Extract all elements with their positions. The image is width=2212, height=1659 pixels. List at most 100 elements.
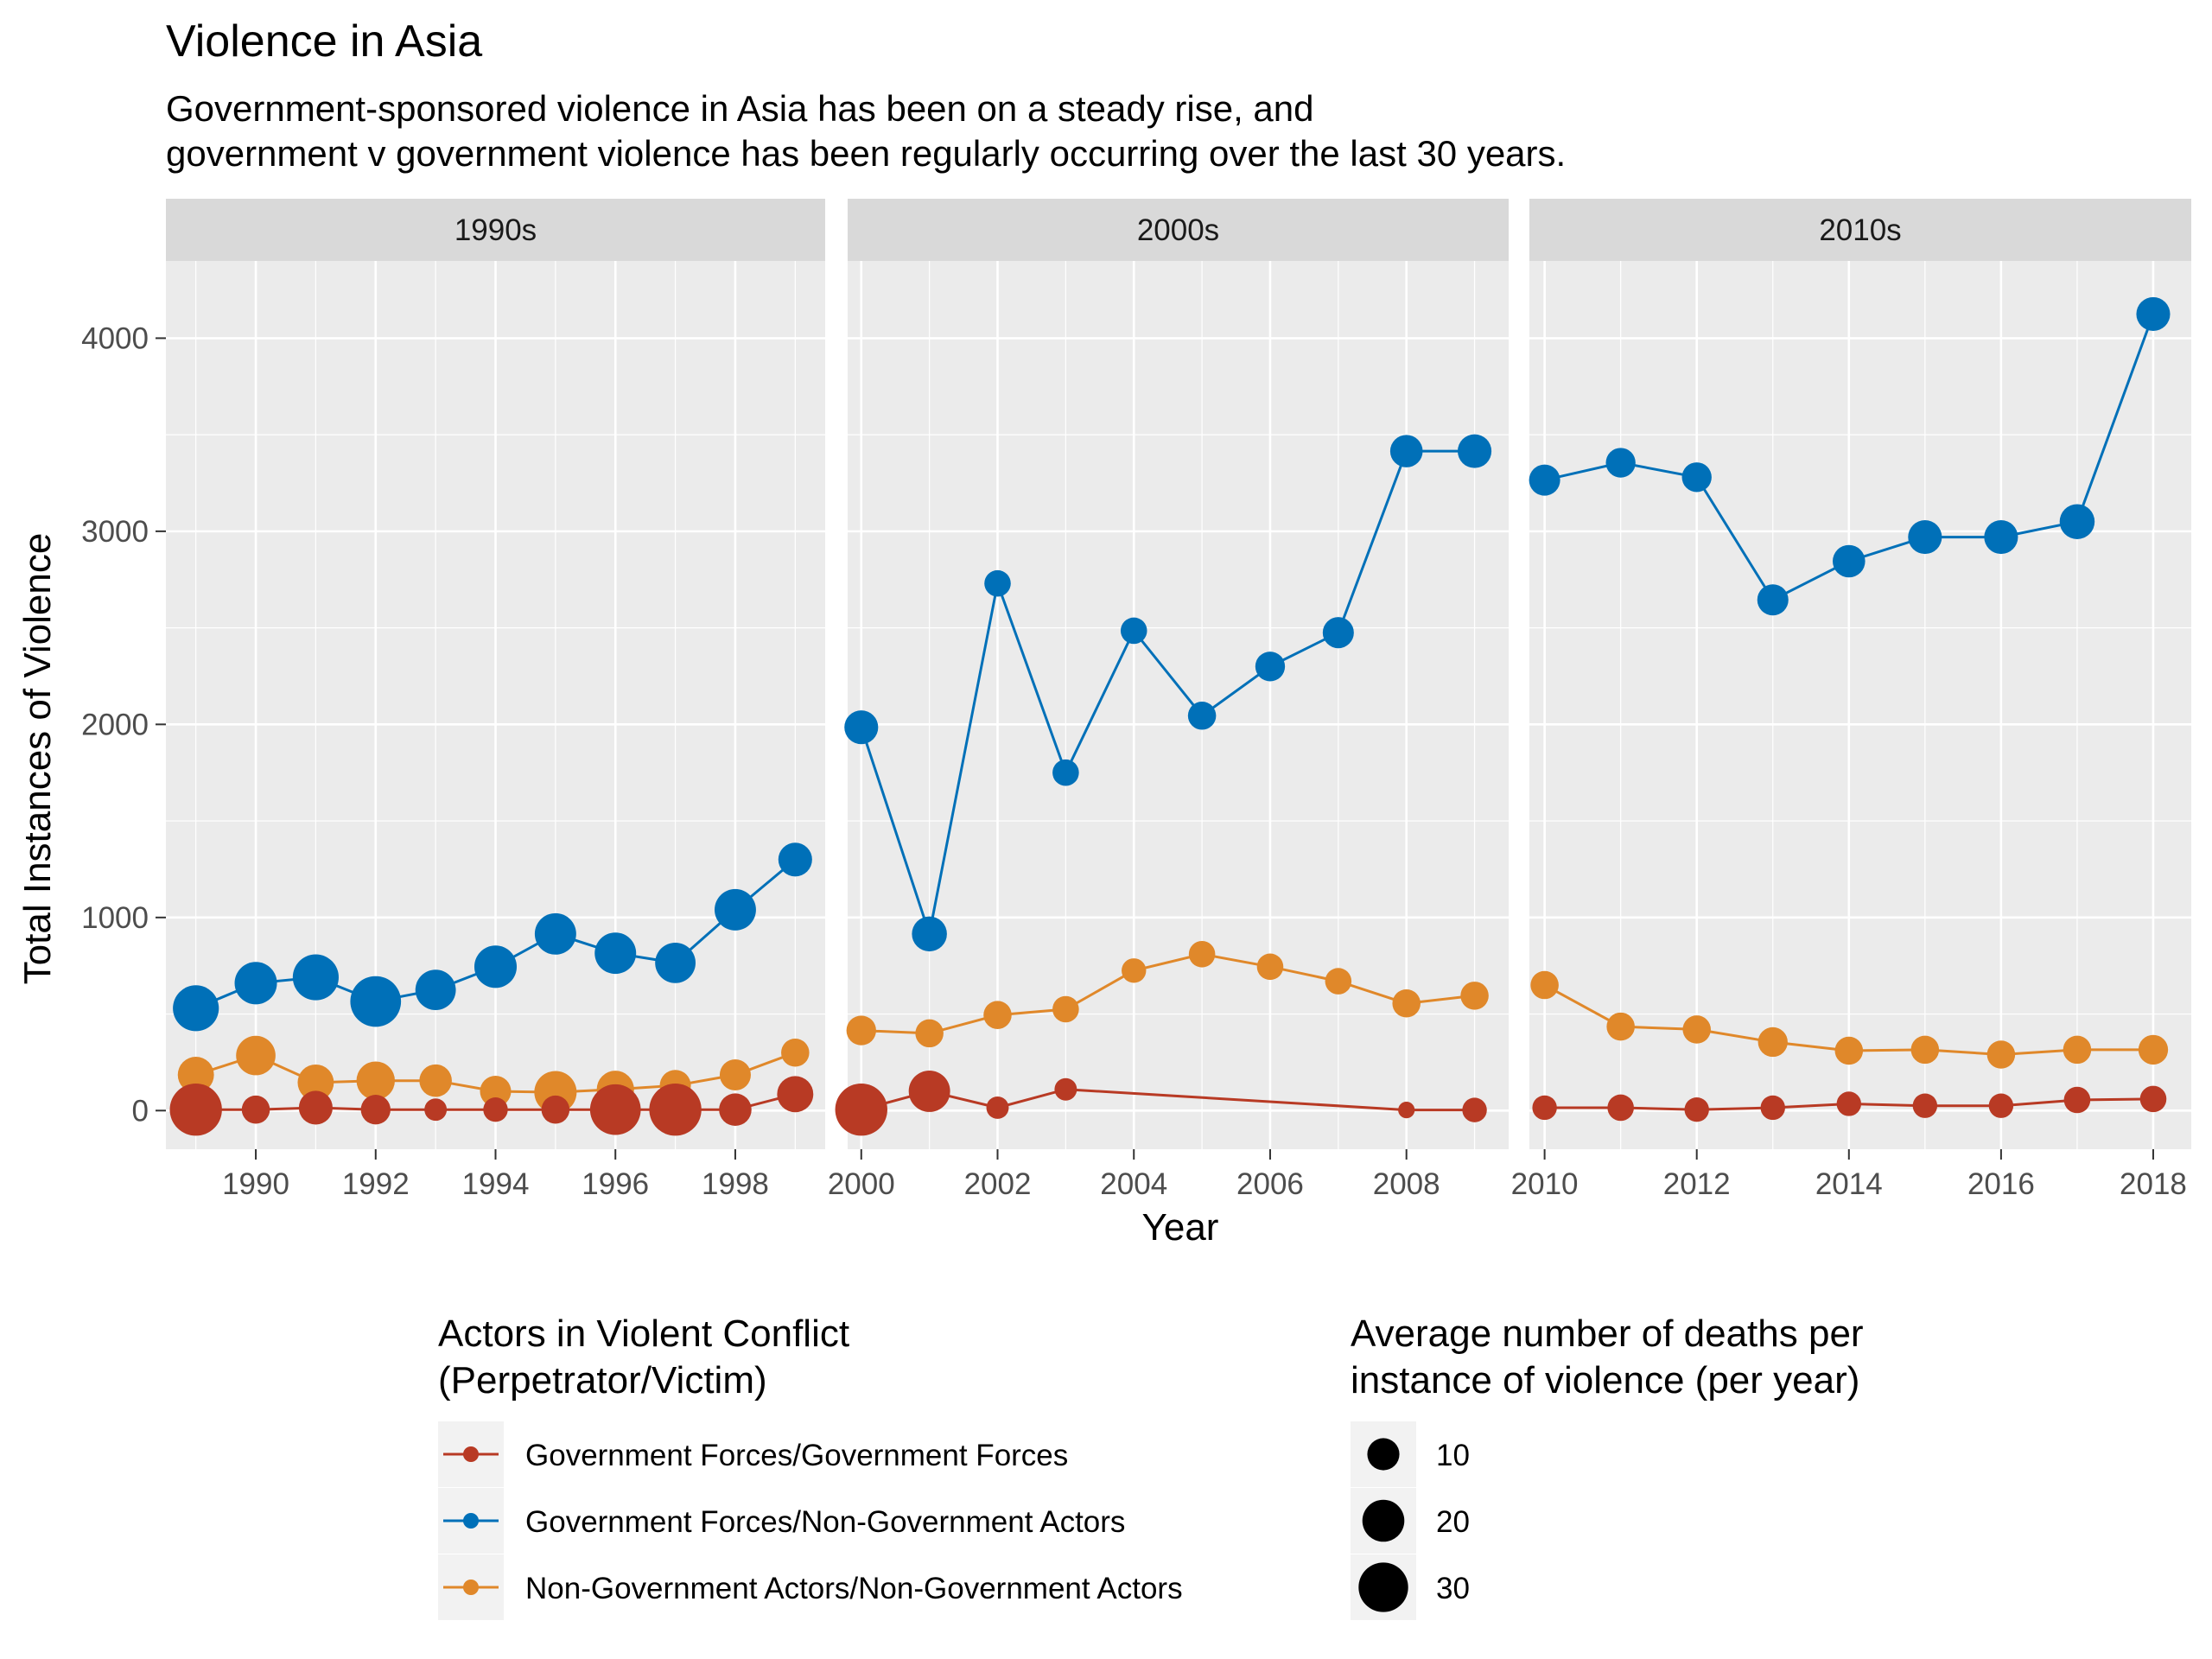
point-gov_nongov-2012 bbox=[1681, 462, 1712, 493]
point-gov_gov-2002 bbox=[986, 1096, 1009, 1119]
point-nongov_nongov-1991 bbox=[297, 1064, 334, 1101]
point-nongov_nongov-1998 bbox=[719, 1058, 751, 1090]
point-gov_gov-2015 bbox=[1912, 1093, 1938, 1118]
point-nongov_nongov-2011 bbox=[1606, 1012, 1635, 1041]
point-gov_gov-1998 bbox=[719, 1093, 752, 1126]
point-gov_nongov-1994 bbox=[474, 945, 518, 988]
point-gov_gov-2010 bbox=[1532, 1095, 1557, 1121]
point-gov_nongov-1990 bbox=[234, 962, 277, 1005]
y-tick-label: 1000 bbox=[81, 901, 149, 935]
series-line-nongov_nongov bbox=[861, 952, 1475, 1035]
point-nongov_nongov-1993 bbox=[419, 1064, 452, 1097]
point-gov_nongov-1993 bbox=[415, 969, 456, 1011]
point-gov_nongov-2005 bbox=[1187, 702, 1217, 730]
point-nongov_nongov-2009 bbox=[1460, 982, 1489, 1010]
plot-panel bbox=[1529, 261, 2191, 1149]
legend-size-label: 30 bbox=[1436, 1572, 1470, 1605]
point-gov_nongov-2014 bbox=[1832, 544, 1866, 578]
x-tick-label: 2012 bbox=[1663, 1167, 1731, 1201]
point-gov_gov-1999 bbox=[777, 1076, 814, 1113]
facet-strip-label: 2000s bbox=[1137, 213, 1219, 247]
facet-1990s: 1990s 1990 1992 1994 1996 1998 bbox=[166, 199, 825, 1201]
x-tick-label: 2000 bbox=[828, 1167, 895, 1201]
point-gov_nongov-2013 bbox=[1757, 584, 1789, 616]
chart-title: Violence in Asia bbox=[166, 16, 482, 67]
legend-size-label: 20 bbox=[1436, 1505, 1470, 1539]
point-nongov_nongov-2007 bbox=[1325, 968, 1352, 995]
legend-deaths: Average number of deaths per instance of… bbox=[1351, 1313, 1864, 1620]
x-tick-label: 2002 bbox=[964, 1167, 1032, 1201]
point-gov_gov-2012 bbox=[1684, 1096, 1709, 1122]
point-gov_nongov-1998 bbox=[714, 888, 756, 931]
point-gov_nongov-2003 bbox=[1052, 759, 1079, 786]
legend-label-gov_gov: Government Forces/Government Forces bbox=[525, 1439, 1068, 1472]
point-gov_gov-1996 bbox=[589, 1084, 641, 1135]
legend-size-point bbox=[1362, 1499, 1405, 1542]
point-nongov_nongov-2010 bbox=[1530, 970, 1559, 1000]
point-nongov_nongov-2013 bbox=[1758, 1027, 1788, 1058]
point-nongov_nongov-2006 bbox=[1256, 953, 1284, 981]
point-gov_gov-1991 bbox=[298, 1090, 333, 1125]
point-gov_gov-1995 bbox=[541, 1095, 570, 1124]
legend-size-label: 10 bbox=[1436, 1439, 1470, 1472]
facet-strip bbox=[1529, 199, 2191, 261]
x-tick-label: 1990 bbox=[222, 1167, 289, 1201]
facet-strip bbox=[848, 199, 1509, 261]
point-nongov_nongov-2003 bbox=[1052, 995, 1079, 1023]
point-gov_gov-2003 bbox=[1054, 1077, 1077, 1101]
point-nongov_nongov-2001 bbox=[915, 1019, 944, 1048]
point-gov_gov-2011 bbox=[1607, 1094, 1634, 1122]
point-gov_nongov-2002 bbox=[984, 569, 1011, 597]
facet-strip-label: 1990s bbox=[454, 213, 537, 247]
point-gov_nongov-2016 bbox=[1984, 520, 2018, 555]
point-nongov_nongov-2002 bbox=[983, 1001, 1012, 1029]
x-tick-label: 1998 bbox=[702, 1167, 769, 1201]
point-nongov_nongov-2014 bbox=[1834, 1036, 1864, 1065]
x-tick-label: 2018 bbox=[2120, 1167, 2187, 1201]
point-nongov_nongov-2017 bbox=[2063, 1035, 2092, 1065]
legend-key-point bbox=[463, 1513, 479, 1529]
point-nongov_nongov-2012 bbox=[1682, 1015, 1711, 1044]
point-nongov_nongov-2008 bbox=[1392, 989, 1421, 1018]
x-tick-label: 2006 bbox=[1236, 1167, 1304, 1201]
point-nongov_nongov-2016 bbox=[1986, 1040, 2016, 1069]
x-tick-label: 1996 bbox=[582, 1167, 649, 1201]
point-nongov_nongov-2015 bbox=[1910, 1035, 1940, 1065]
x-tick-label: 1992 bbox=[342, 1167, 410, 1201]
y-tick-label: 3000 bbox=[81, 515, 149, 549]
point-nongov_nongov-2000 bbox=[846, 1015, 876, 1046]
series-line-gov_nongov bbox=[860, 449, 1475, 939]
chart-subtitle-line-1: Government-sponsored violence in Asia ha… bbox=[166, 88, 1313, 129]
facet-2010s: 2010s 2010 2012 2014 2016 2018 bbox=[1511, 199, 2191, 1201]
point-gov_gov-1990 bbox=[241, 1095, 270, 1124]
point-gov_nongov-2006 bbox=[1255, 652, 1286, 682]
point-gov_nongov-2017 bbox=[2059, 504, 2095, 539]
chart-subtitle-line-2: government v government violence has bee… bbox=[166, 133, 1566, 174]
x-tick-label: 2010 bbox=[1511, 1167, 1579, 1201]
point-gov_nongov-2018 bbox=[2136, 296, 2171, 332]
x-axis-label: Year bbox=[1142, 1206, 1219, 1249]
facet-strip bbox=[166, 199, 825, 261]
legend-deaths-title-line-2: instance of violence (per year) bbox=[1351, 1359, 1859, 1402]
point-gov_nongov-1996 bbox=[594, 932, 637, 975]
legend-key-point bbox=[463, 1580, 479, 1595]
point-nongov_nongov-1999 bbox=[781, 1038, 810, 1067]
legend-actors-title-line-2: (Perpetrator/Victim) bbox=[438, 1359, 767, 1402]
x-tick-label: 2014 bbox=[1815, 1167, 1883, 1201]
legend-key-point bbox=[463, 1446, 479, 1462]
y-tick-label: 4000 bbox=[81, 321, 149, 355]
legend-label-gov_nongov: Government Forces/Non-Government Actors bbox=[525, 1505, 1125, 1539]
y-axis: 0 1000 2000 3000 4000 bbox=[81, 321, 166, 1128]
point-nongov_nongov-1994 bbox=[480, 1075, 512, 1107]
point-gov_gov-2016 bbox=[1988, 1093, 2014, 1118]
x-tick-label: 2004 bbox=[1100, 1167, 1167, 1201]
point-nongov_nongov-2004 bbox=[1122, 958, 1147, 983]
point-gov_nongov-1989 bbox=[173, 985, 219, 1032]
point-gov_nongov-1992 bbox=[350, 976, 402, 1027]
point-gov_gov-2018 bbox=[2139, 1085, 2167, 1113]
point-gov_nongov-1997 bbox=[655, 942, 696, 983]
point-gov_nongov-2008 bbox=[1389, 435, 1423, 467]
y-axis-label: Total Instances of Violence bbox=[16, 533, 59, 985]
point-gov_gov-2000 bbox=[835, 1083, 887, 1136]
